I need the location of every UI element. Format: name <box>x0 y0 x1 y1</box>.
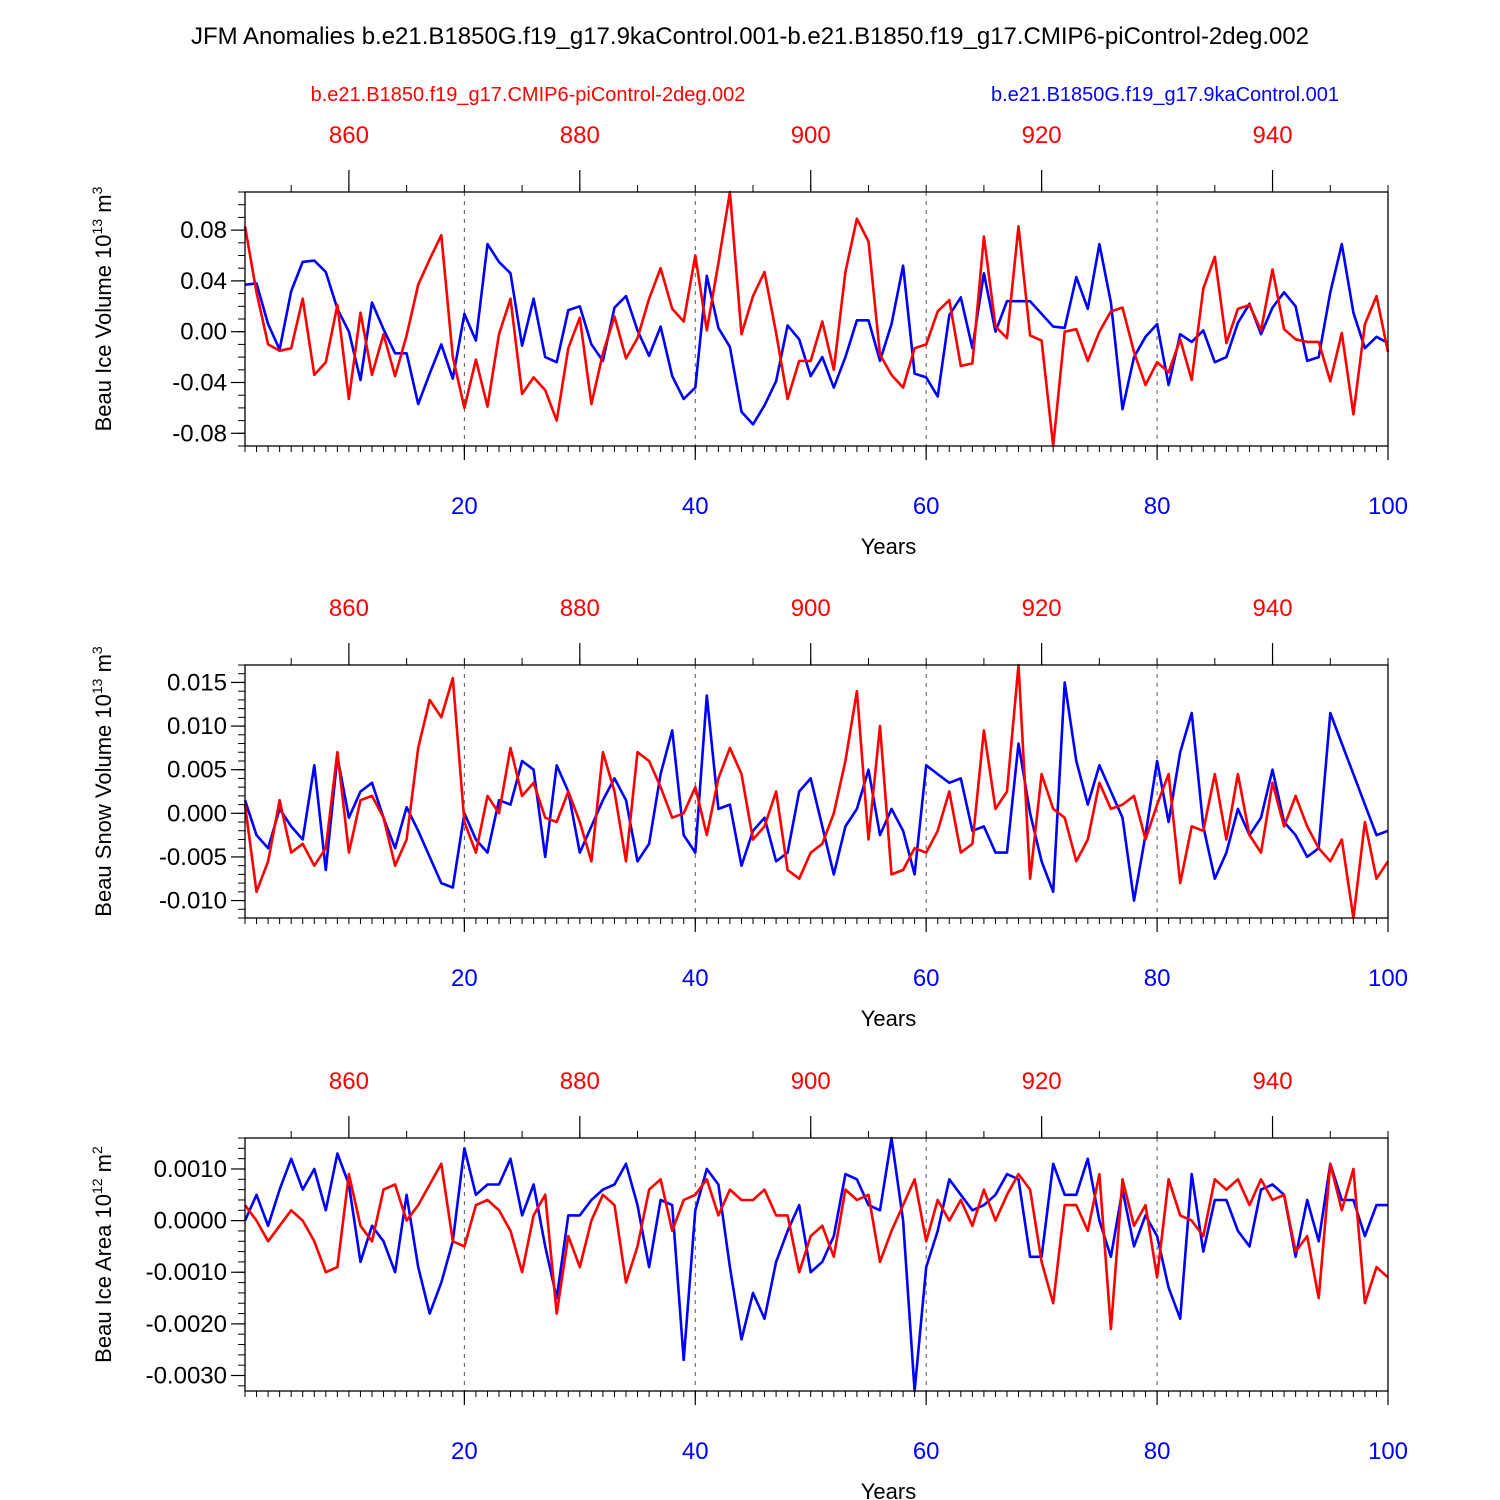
x-tick-label: 60 <box>913 493 940 520</box>
top-tick-label: 900 <box>791 122 831 149</box>
legend-blue-label: b.e21.B1850G.f19_g17.9kaControl.001 <box>991 84 1339 106</box>
x-tick-label: 80 <box>1144 1438 1171 1465</box>
top-tick-label: 920 <box>1022 1068 1062 1095</box>
top-tick-label: 880 <box>560 122 600 149</box>
y-tick-label: -0.0010 <box>146 1259 227 1286</box>
plot-frame <box>244 1137 1389 1392</box>
legend-red-label: b.e21.B1850.f19_g17.CMIP6-piControl-2deg… <box>311 84 746 106</box>
top-tick-label: 900 <box>791 1068 831 1095</box>
x-axis-title: Years <box>861 1006 916 1031</box>
y-tick-label: 0.00 <box>180 319 227 346</box>
top-tick-label: 860 <box>329 595 369 622</box>
y-tick-label: -0.0020 <box>146 1311 227 1338</box>
top-tick-label: 880 <box>560 595 600 622</box>
y-tick-label: 0.04 <box>180 268 227 295</box>
y-tick-label: 0.005 <box>167 757 227 784</box>
x-tick-label: 20 <box>451 1438 478 1465</box>
panel-ice-area: -0.0030 -0.0020 -0.0010 0.0000 0.0010 20 40 60 8… <box>89 1068 1408 1500</box>
x-axis-title: Years <box>861 534 916 559</box>
main-title: JFM Anomalies b.e21.B1850G.f19_g17.9kaCo… <box>191 23 1309 50</box>
x-tick-label: 20 <box>451 965 478 992</box>
x-tick-label: 80 <box>1144 493 1171 520</box>
y-tick-label: -0.04 <box>172 370 227 397</box>
y-tick-label: -0.010 <box>159 888 227 915</box>
plot-frame <box>244 664 1389 919</box>
y-tick-label: 0.010 <box>167 713 227 740</box>
x-tick-label: 60 <box>913 1438 940 1465</box>
series-line-red <box>243 663 1390 920</box>
panel-ice-volume: -0.08 -0.04 0.00 0.04 0.08 20 40 60 80 100 860 880 9… <box>89 122 1408 559</box>
x-tick-label: 40 <box>682 965 709 992</box>
x-tick-label: 100 <box>1368 493 1408 520</box>
y-tick-label: 0.015 <box>167 669 227 696</box>
x-tick-label: 40 <box>682 493 709 520</box>
top-tick-label: 860 <box>329 1068 369 1095</box>
y-tick-label: 0.000 <box>167 800 227 827</box>
top-tick-label: 880 <box>560 1068 600 1095</box>
x-tick-label: 60 <box>913 965 940 992</box>
series-line-red <box>243 1162 1389 1331</box>
top-tick-label: 920 <box>1022 595 1062 622</box>
x-tick-label: 100 <box>1368 965 1408 992</box>
plot-frame <box>244 191 1389 447</box>
y-tick-label: 0.0010 <box>154 1156 227 1183</box>
y-axis-title: Beau Snow Volume 1013 m3 <box>89 646 116 917</box>
y-tick-label: 0.0000 <box>154 1208 227 1235</box>
top-tick-label: 900 <box>791 595 831 622</box>
x-axis-title: Years <box>861 1479 916 1500</box>
series-line-blue <box>243 681 1389 902</box>
top-tick-label: 940 <box>1253 122 1293 149</box>
x-tick-label: 40 <box>682 1438 709 1465</box>
y-tick-label: -0.005 <box>159 844 227 871</box>
y-axis-title: Beau Ice Area 1012 m2 <box>89 1146 116 1363</box>
y-tick-label: 0.08 <box>180 217 227 244</box>
y-tick-label: -0.0030 <box>146 1363 227 1390</box>
panel-snow-volume: -0.010 -0.005 0.000 0.005 0.010 0.015 20 40 60 80… <box>89 595 1408 1031</box>
x-tick-label: 100 <box>1368 1438 1408 1465</box>
y-axis-title: Beau Ice Volume 1013 m3 <box>89 186 116 431</box>
series-line-blue <box>243 1136 1388 1393</box>
y-tick-label: -0.08 <box>172 420 227 447</box>
x-tick-label: 20 <box>451 493 478 520</box>
top-tick-label: 860 <box>329 122 369 149</box>
series-line-red <box>243 190 1390 448</box>
x-tick-label: 80 <box>1144 965 1171 992</box>
top-tick-label: 920 <box>1022 122 1062 149</box>
top-tick-label: 940 <box>1253 1068 1293 1095</box>
top-tick-label: 940 <box>1253 595 1293 622</box>
